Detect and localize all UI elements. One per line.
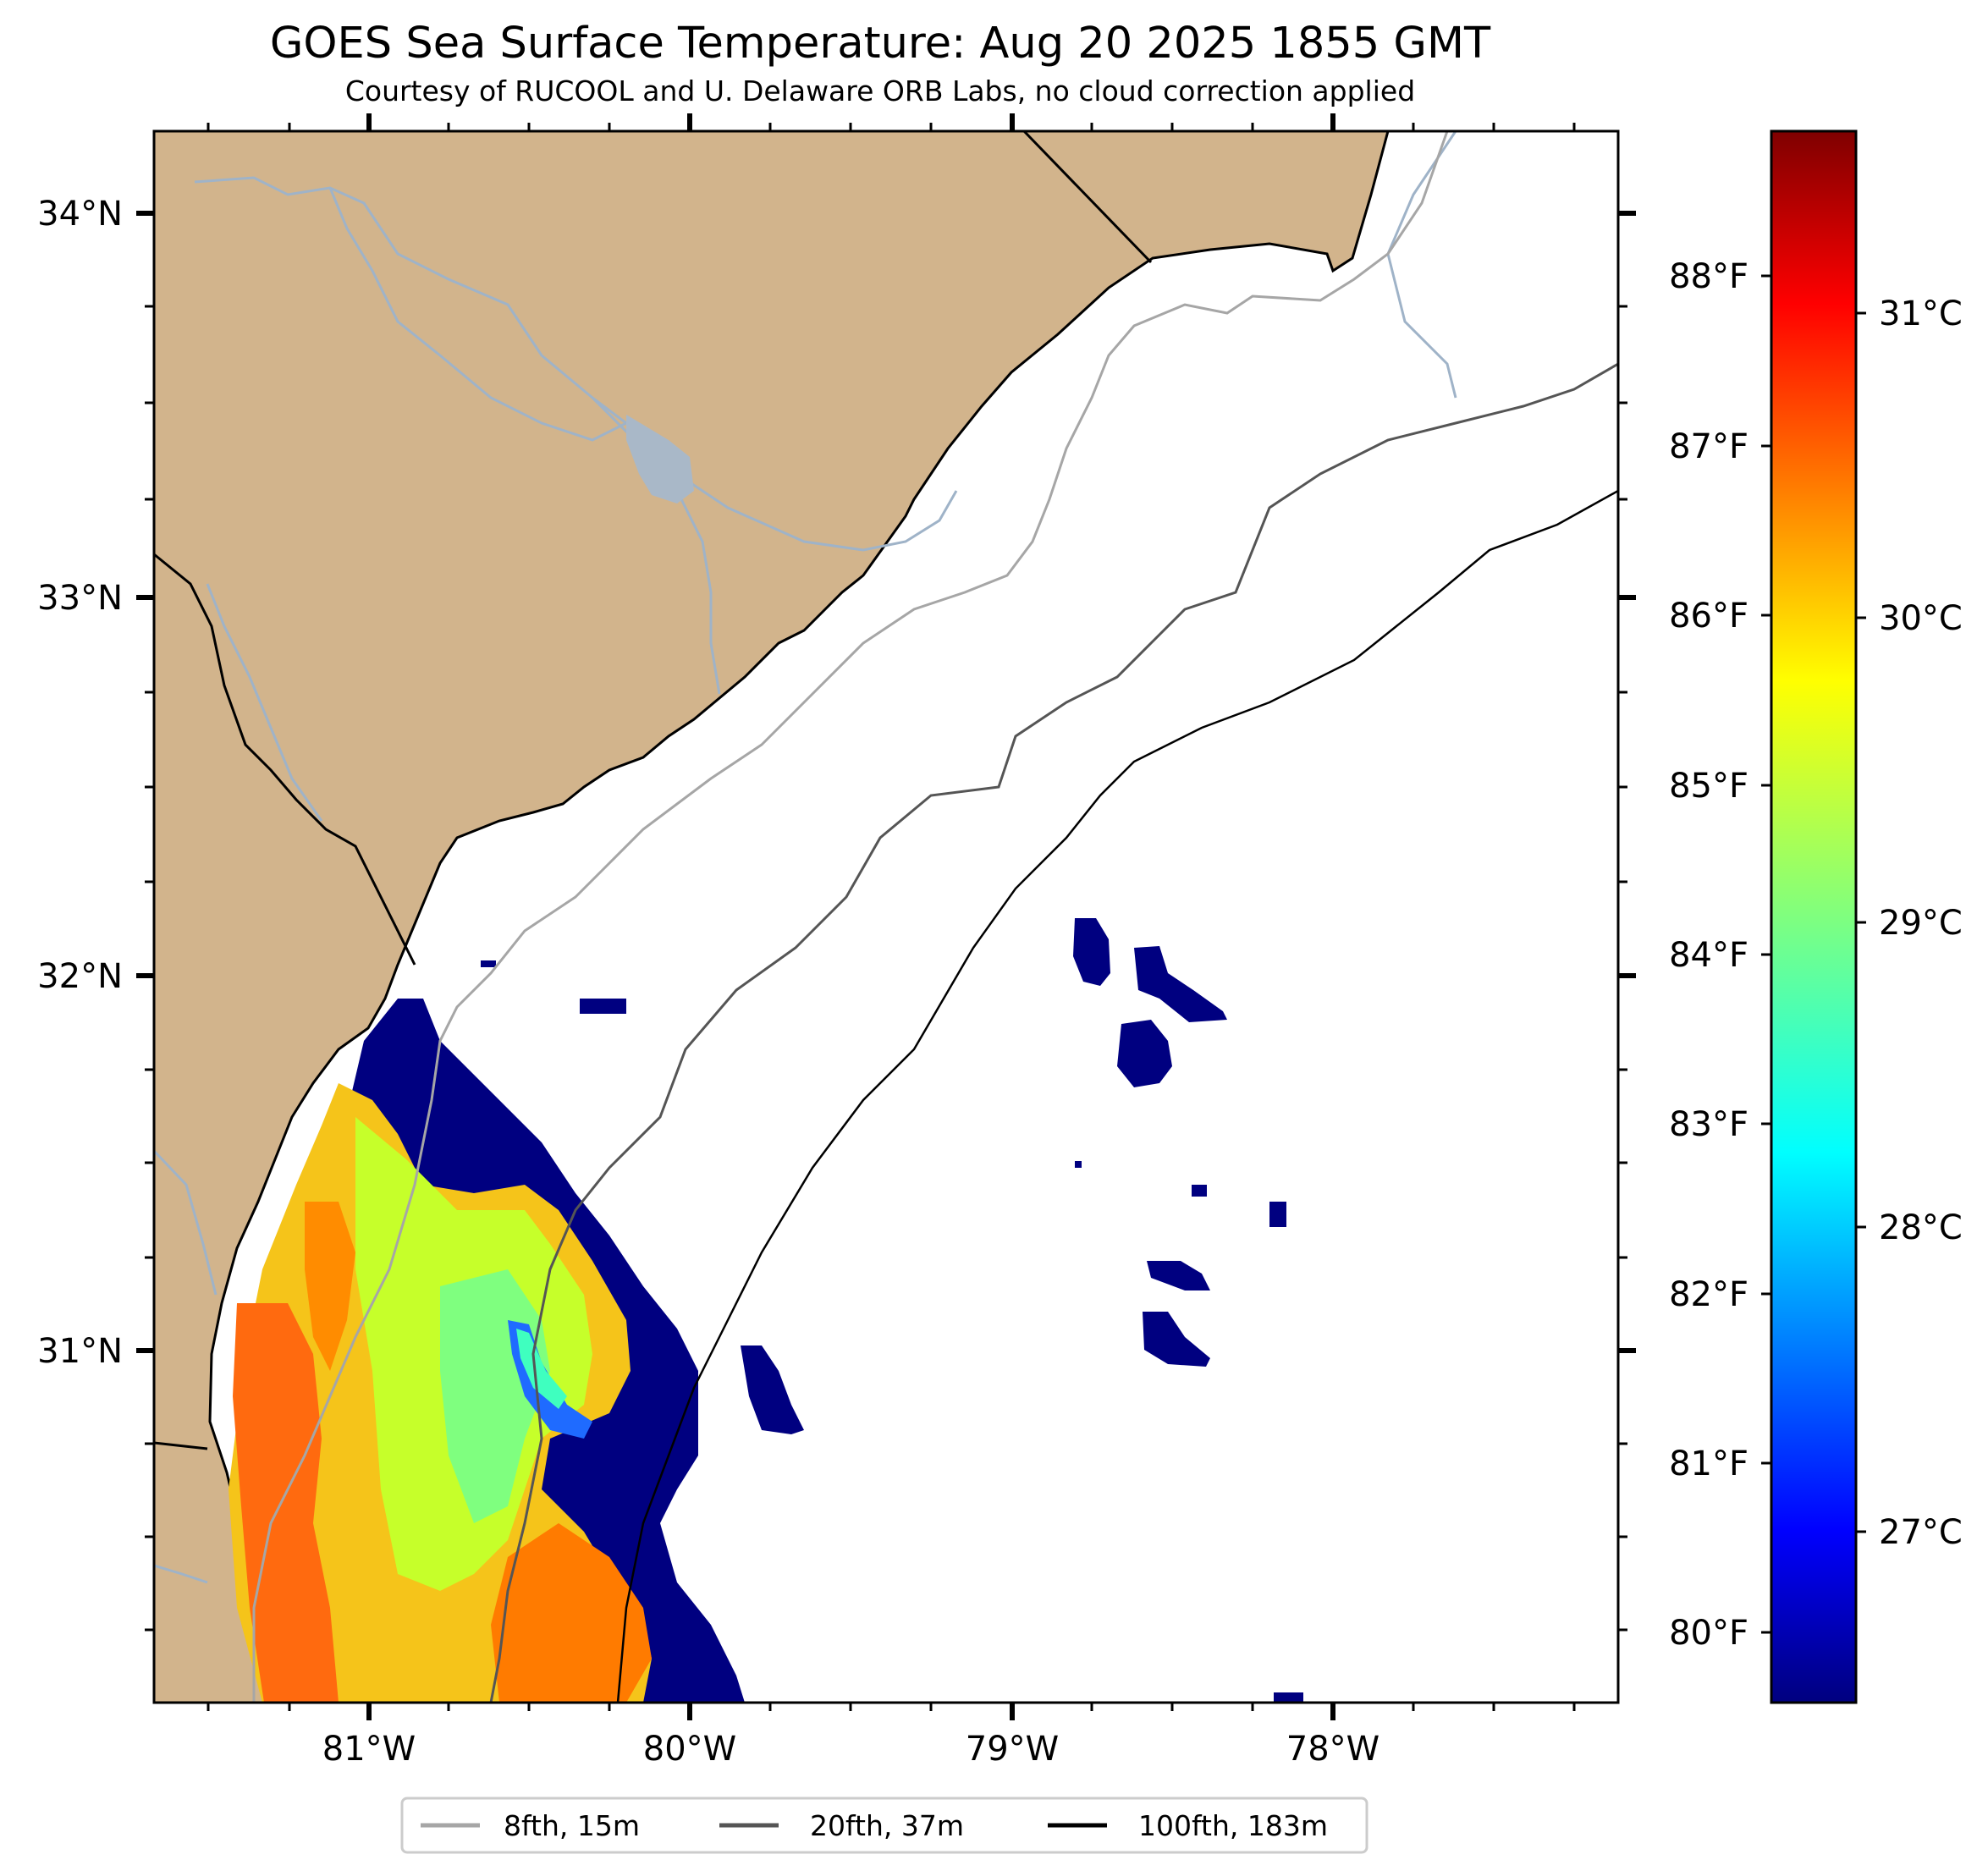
legend: 8fth, 15m 20fth, 37m 100fth, 183m (400, 1797, 1368, 1854)
state-boundaries (154, 131, 1153, 1450)
colorbar-c-ticks (1856, 311, 1866, 1533)
lat-label-34: 34°N (37, 195, 123, 234)
lat-minor-ticks (145, 305, 1627, 1632)
colorbar-f-label-81: 81°F (1669, 1445, 1748, 1483)
lon-major-ticks (366, 113, 1335, 1720)
lat-label-32: 32°N (37, 957, 123, 996)
isobath-20fth (489, 362, 1618, 1703)
lat-label-31: 31°N (37, 1332, 123, 1371)
lon-label-80: 80°W (643, 1730, 736, 1769)
colorbar-f-label-86: 86°F (1669, 597, 1748, 636)
map-subtitle: Courtesy of RUCOOL and U. Delaware ORB L… (344, 74, 1416, 107)
colorbar-c-label-31: 31°C (1879, 294, 1963, 333)
map-area (154, 131, 1618, 1703)
lake (626, 415, 694, 504)
colorbar-f-label-80: 80°F (1669, 1614, 1748, 1653)
offshore-patches (481, 918, 1303, 1703)
colorbar-f-label-88: 88°F (1669, 257, 1748, 296)
colorbar-c-label-30: 30°C (1879, 599, 1963, 638)
legend-label-20fth: 20fth, 37m (810, 1809, 964, 1842)
lat-major-ticks (136, 211, 1636, 1353)
legend-item-100fth: 100fth, 183m (1048, 1809, 1328, 1842)
legend-label-100fth: 100fth, 183m (1138, 1809, 1328, 1842)
colorbar-f-label-84: 84°F (1669, 936, 1748, 975)
sst-data (229, 999, 745, 1703)
colorbar (1770, 129, 1858, 1704)
lon-label-81: 81°W (322, 1730, 416, 1769)
lon-minor-ticks (207, 123, 1576, 1711)
map-title: GOES Sea Surface Temperature: Aug 20 202… (269, 19, 1491, 69)
land (154, 131, 1390, 1703)
lat-label-33: 33°N (37, 579, 123, 618)
legend-box (400, 1797, 1368, 1854)
legend-item-20fth: 20fth, 37m (719, 1809, 964, 1842)
legend-label-8fth: 8fth, 15m (504, 1809, 640, 1842)
isobath-8fth (252, 131, 1449, 1703)
legend-item-8fth: 8fth, 15m (421, 1809, 640, 1842)
map-frame (152, 129, 1620, 1704)
colorbar-c-label-28: 28°C (1879, 1208, 1963, 1247)
colorbar-f-ticks (1761, 274, 1771, 1634)
lon-label-78: 78°W (1286, 1730, 1379, 1769)
colorbar-f-label-82: 82°F (1669, 1275, 1748, 1314)
colorbar-f-label-87: 87°F (1669, 427, 1748, 466)
isobath-100fth (616, 489, 1618, 1703)
colorbar-c-label-27: 27°C (1879, 1513, 1963, 1552)
colorbar-f-label-85: 85°F (1669, 767, 1748, 806)
colorbar-f-label-83: 83°F (1669, 1105, 1748, 1144)
lon-label-79: 79°W (966, 1730, 1059, 1769)
colorbar-c-label-29: 29°C (1879, 904, 1963, 943)
